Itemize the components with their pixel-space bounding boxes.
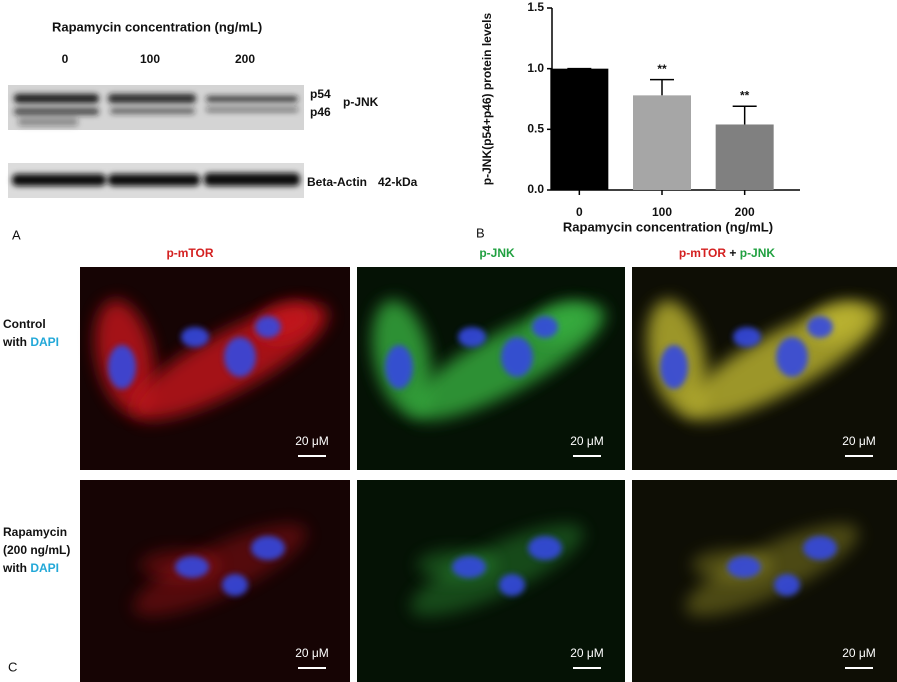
row-label-part: with — [2, 335, 27, 349]
blot-jnk — [8, 85, 304, 130]
nucleus — [181, 327, 209, 347]
micrographs: 20 μM 20 μM 20 μM 20 μM 20 μM 20 μM — [80, 267, 897, 682]
scale-bar-label: 20 μM — [842, 434, 876, 448]
header-part: p-JNK — [740, 246, 776, 260]
nucleus — [528, 536, 562, 560]
lane-label: 0 — [62, 52, 69, 66]
lane-label: 100 — [140, 52, 160, 66]
scale-bar-label: 20 μM — [842, 646, 876, 660]
nucleus — [222, 574, 248, 596]
nucleus — [807, 316, 833, 338]
micrograph: 20 μM — [632, 480, 897, 682]
lane-label: 200 — [235, 52, 255, 66]
nucleus — [255, 316, 281, 338]
scale-bar-label: 20 μM — [570, 646, 604, 660]
y-tick-label: 0.0 — [527, 182, 544, 196]
dapi-label: DAPI — [30, 335, 59, 349]
panel-label: A — [12, 227, 21, 242]
nucleus — [224, 337, 256, 377]
panel-label: B — [476, 225, 485, 240]
blot-actin — [8, 163, 304, 198]
x-tick-label: 100 — [652, 205, 672, 219]
column-header: p-JNK — [479, 246, 515, 260]
band-label: p-JNK — [343, 95, 379, 109]
bar — [550, 68, 609, 190]
y-tick-label: 1.5 — [527, 0, 544, 14]
blot-title: Rapamycin concentration (ng/mL) — [52, 19, 262, 34]
band-label: p46 — [310, 105, 331, 119]
x-axis-title: Rapamycin concentration (ng/mL) — [563, 219, 773, 234]
nucleus — [251, 536, 285, 560]
header-part: p-mTOR — [679, 246, 726, 260]
nucleus — [452, 556, 486, 578]
row-label: (200 ng/mL) — [3, 543, 70, 557]
scale-bar-label: 20 μM — [295, 434, 329, 448]
nucleus — [108, 345, 136, 389]
x-tick-label: 200 — [735, 205, 755, 219]
micrograph: 20 μM — [357, 267, 625, 470]
micrograph: 20 μM — [80, 480, 350, 682]
nucleus — [385, 345, 413, 389]
row-label-part: with — [2, 561, 27, 575]
nucleus — [501, 337, 533, 377]
nucleus — [458, 327, 486, 347]
x-tick-label: 0 — [576, 205, 583, 219]
dapi-label: DAPI — [30, 561, 59, 575]
column-header: p-mTOR — [166, 246, 213, 260]
nucleus — [776, 337, 808, 377]
significance: ** — [657, 62, 667, 76]
nucleus — [727, 556, 761, 578]
scale-bar-label: 20 μM — [295, 646, 329, 660]
row-label: Rapamycin — [3, 525, 67, 539]
row-label: with DAPI — [2, 561, 59, 575]
nucleus — [175, 556, 209, 578]
bar — [633, 95, 691, 190]
band-label: p54 — [310, 87, 331, 101]
nucleus — [499, 574, 525, 596]
nucleus — [803, 536, 837, 560]
column-header: p-mTOR + p-JNK — [679, 246, 775, 260]
micrograph: 20 μM — [632, 267, 897, 470]
micrograph: 20 μM — [357, 480, 625, 682]
band-label: Beta-Actin — [307, 175, 367, 189]
nucleus — [774, 574, 800, 596]
nucleus — [532, 316, 558, 338]
nucleus — [733, 327, 761, 347]
significance: ** — [740, 88, 750, 102]
bar-chart: 0.0 0.5 1.0 1.5 0 100 ** 200 ** — [527, 0, 800, 219]
scale-bar-label: 20 μM — [570, 434, 604, 448]
header-part: + — [729, 246, 736, 260]
y-tick-label: 0.5 — [527, 122, 544, 136]
micrograph: 20 μM — [80, 267, 350, 470]
y-axis-title: p-JNK(p54+p46) protein levels — [480, 12, 494, 185]
bar — [715, 124, 774, 190]
row-label: with DAPI — [2, 335, 59, 349]
panel-label: C — [8, 659, 17, 674]
nucleus — [660, 345, 688, 389]
band-label: 42-kDa — [378, 175, 418, 189]
y-tick-label: 1.0 — [527, 61, 544, 75]
row-label: Control — [3, 317, 46, 331]
